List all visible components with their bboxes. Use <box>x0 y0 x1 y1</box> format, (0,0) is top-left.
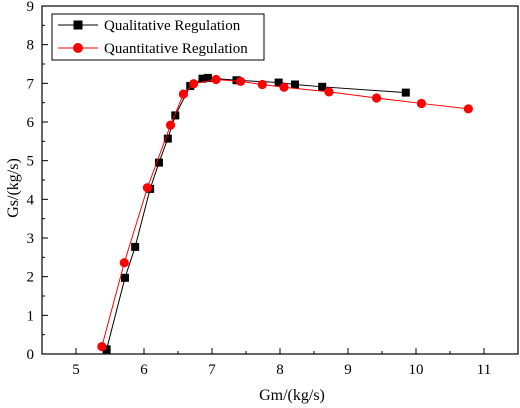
y-tick-label: 2 <box>27 270 35 286</box>
data-point <box>102 345 111 354</box>
data-point <box>401 88 410 97</box>
data-point <box>235 76 246 86</box>
y-tick-label: 6 <box>27 115 35 131</box>
data-point <box>120 273 129 282</box>
x-tick-label: 5 <box>72 362 80 378</box>
y-tick-label: 1 <box>27 308 35 324</box>
y-tick-label: 3 <box>27 231 35 247</box>
data-point <box>142 183 152 193</box>
data-point <box>274 78 283 87</box>
data-point <box>324 87 334 97</box>
data-point <box>171 111 180 120</box>
legend-box <box>51 13 265 61</box>
series-line-0 <box>106 77 406 350</box>
x-tick-label: 6 <box>140 362 148 378</box>
legend: Qualitative Regulation Quantitative Regu… <box>51 13 265 61</box>
data-point <box>416 98 427 109</box>
data-point <box>463 104 473 114</box>
data-point <box>257 79 267 90</box>
data-point <box>211 74 221 85</box>
axis-ticks: 5 6 7 8 9 10 11 0 1 2 3 4 5 6 7 8 9 <box>27 0 492 378</box>
series-layer <box>97 73 473 354</box>
data-point <box>290 80 299 89</box>
x-tick-label: 11 <box>477 362 491 378</box>
data-point <box>189 79 199 89</box>
data-point <box>131 242 140 251</box>
y-tick-label: 4 <box>27 192 35 208</box>
data-point <box>165 120 176 130</box>
data-point <box>203 73 212 82</box>
data-point <box>97 342 107 352</box>
legend-label-quantitative: Quantitative Regulation <box>104 41 248 57</box>
x-tick-label: 10 <box>409 362 424 378</box>
y-tick-label: 5 <box>27 154 35 170</box>
x-axis-title: Gm/(kg/s) <box>259 387 325 404</box>
data-point <box>119 258 129 268</box>
x-tick-label: 7 <box>208 362 216 378</box>
y-axis-title: Gs/(kg/s) <box>5 158 22 218</box>
data-point <box>318 82 327 91</box>
data-point <box>163 134 172 143</box>
y-tick-label: 9 <box>27 0 35 15</box>
data-point <box>371 93 382 103</box>
x-tick-label: 8 <box>276 362 284 378</box>
data-point <box>154 158 163 167</box>
x-tick-label: 9 <box>344 362 352 378</box>
data-point <box>279 82 289 92</box>
y-tick-label: 7 <box>27 76 35 92</box>
legend-label-qualitative: Qualitative Regulation <box>104 18 241 34</box>
data-point <box>198 74 207 83</box>
legend-marker-quantitative <box>73 43 83 53</box>
legend-marker-qualitative <box>73 20 83 30</box>
y-tick-label: 8 <box>27 38 35 54</box>
y-tick-label: 0 <box>27 347 35 363</box>
data-point <box>178 89 189 99</box>
series-line-1 <box>101 78 469 347</box>
